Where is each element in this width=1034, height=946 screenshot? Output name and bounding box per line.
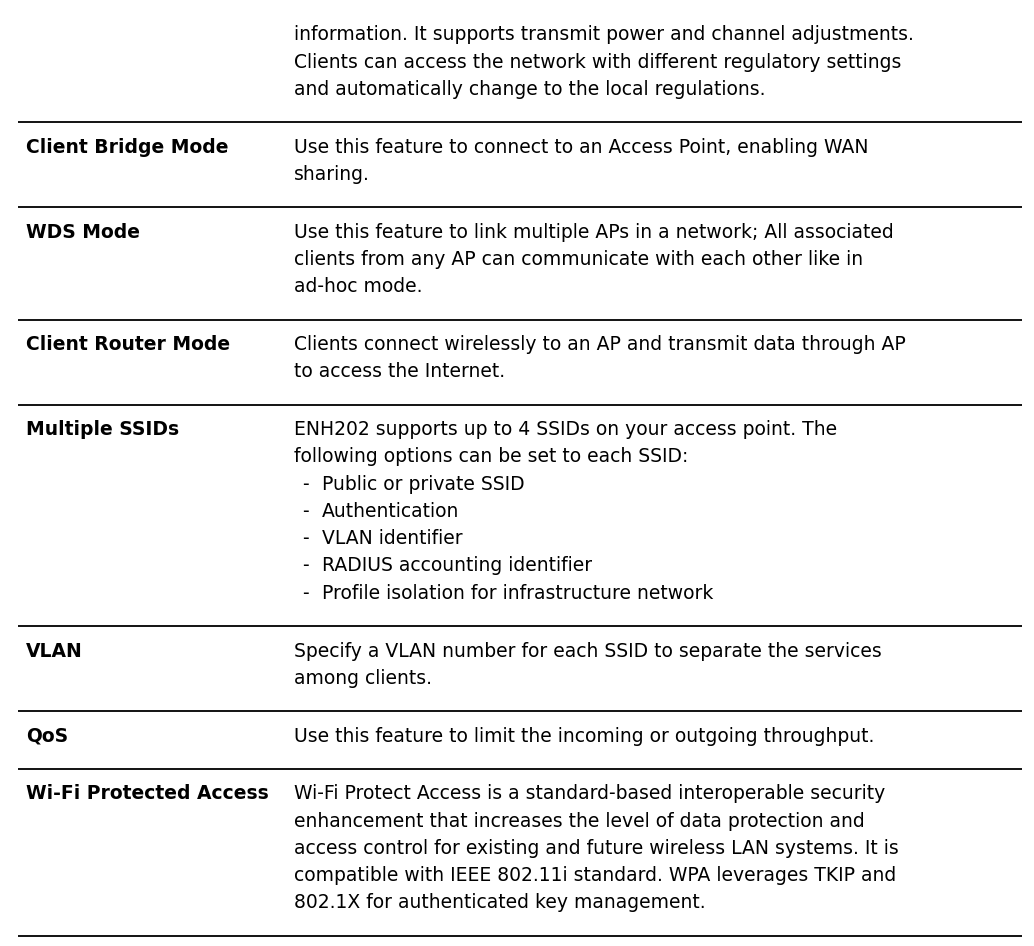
Text: RADIUS accounting identifier: RADIUS accounting identifier bbox=[322, 556, 592, 575]
Text: Public or private SSID: Public or private SSID bbox=[322, 475, 524, 494]
Text: among clients.: among clients. bbox=[294, 669, 432, 688]
Text: -: - bbox=[302, 529, 309, 548]
Text: Wi-Fi Protect Access is a standard-based interoperable security: Wi-Fi Protect Access is a standard-based… bbox=[294, 784, 885, 803]
Text: enhancement that increases the level of data protection and: enhancement that increases the level of … bbox=[294, 812, 864, 831]
Text: ad-hoc mode.: ad-hoc mode. bbox=[294, 277, 423, 296]
Text: Profile isolation for infrastructure network: Profile isolation for infrastructure net… bbox=[322, 584, 713, 603]
Text: to access the Internet.: to access the Internet. bbox=[294, 362, 506, 381]
Text: Wi-Fi Protected Access: Wi-Fi Protected Access bbox=[26, 784, 269, 803]
Text: -: - bbox=[302, 502, 309, 521]
Text: and automatically change to the local regulations.: and automatically change to the local re… bbox=[294, 79, 765, 98]
Text: Multiple SSIDs: Multiple SSIDs bbox=[26, 420, 179, 439]
Text: QoS: QoS bbox=[26, 727, 68, 745]
Text: 802.1X for authenticated key management.: 802.1X for authenticated key management. bbox=[294, 893, 705, 913]
Text: sharing.: sharing. bbox=[294, 165, 370, 184]
Text: clients from any AP can communicate with each other like in: clients from any AP can communicate with… bbox=[294, 250, 863, 269]
Text: -: - bbox=[302, 584, 309, 603]
Text: Client Bridge Mode: Client Bridge Mode bbox=[26, 137, 229, 157]
Text: -: - bbox=[302, 556, 309, 575]
Text: -: - bbox=[302, 475, 309, 494]
Text: information. It supports transmit power and channel adjustments.: information. It supports transmit power … bbox=[294, 26, 914, 44]
Text: VLAN identifier: VLAN identifier bbox=[322, 529, 462, 548]
Text: Clients can access the network with different regulatory settings: Clients can access the network with diff… bbox=[294, 53, 902, 72]
Text: Use this feature to limit the incoming or outgoing throughput.: Use this feature to limit the incoming o… bbox=[294, 727, 875, 745]
Text: Authentication: Authentication bbox=[322, 502, 459, 521]
Text: Specify a VLAN number for each SSID to separate the services: Specify a VLAN number for each SSID to s… bbox=[294, 641, 882, 660]
Text: WDS Mode: WDS Mode bbox=[26, 222, 140, 242]
Text: Use this feature to link multiple APs in a network; All associated: Use this feature to link multiple APs in… bbox=[294, 222, 893, 242]
Text: ENH202 supports up to 4 SSIDs on your access point. The: ENH202 supports up to 4 SSIDs on your ac… bbox=[294, 420, 838, 439]
Text: Clients connect wirelessly to an AP and transmit data through AP: Clients connect wirelessly to an AP and … bbox=[294, 335, 906, 354]
Text: access control for existing and future wireless LAN systems. It is: access control for existing and future w… bbox=[294, 839, 899, 858]
Text: compatible with IEEE 802.11i standard. WPA leverages TKIP and: compatible with IEEE 802.11i standard. W… bbox=[294, 867, 896, 885]
Text: Client Router Mode: Client Router Mode bbox=[26, 335, 231, 354]
Text: following options can be set to each SSID:: following options can be set to each SSI… bbox=[294, 447, 689, 466]
Text: Use this feature to connect to an Access Point, enabling WAN: Use this feature to connect to an Access… bbox=[294, 137, 869, 157]
Text: VLAN: VLAN bbox=[26, 641, 83, 660]
